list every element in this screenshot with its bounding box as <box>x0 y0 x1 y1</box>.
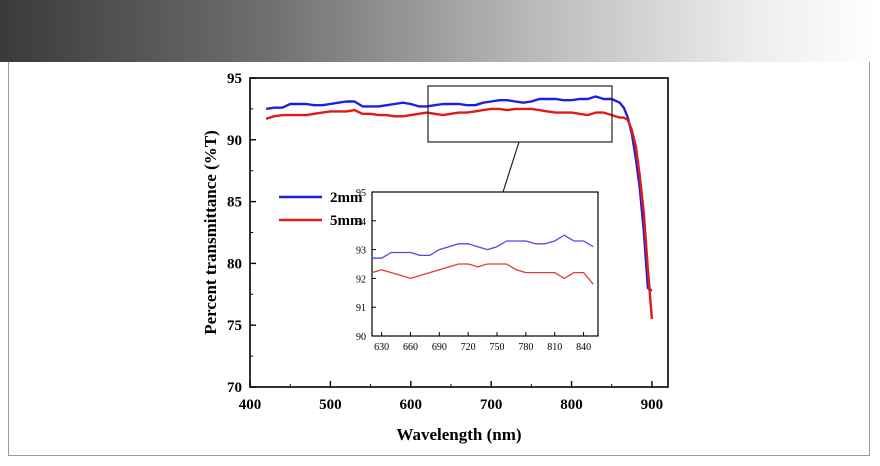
x-axis-label: Wavelength (nm) <box>396 425 521 444</box>
header-banner <box>0 0 880 62</box>
inset-x-tick-label: 810 <box>547 342 562 353</box>
inset-x-tick-label: 780 <box>518 342 533 353</box>
inset-x-tick-label: 630 <box>374 342 389 353</box>
zoom-connector-line <box>502 141 520 193</box>
x-tick-label: 600 <box>400 397 423 413</box>
y-tick-label: 85 <box>227 195 242 211</box>
legend-label-2mm: 2mm <box>330 190 363 206</box>
y-tick-label: 75 <box>227 318 242 334</box>
inset-y-tick-label: 95 <box>356 188 366 199</box>
inset-y-tick-label: 93 <box>356 246 366 257</box>
inset-plot-border <box>371 191 599 337</box>
inset-x-tick-label: 750 <box>490 342 505 353</box>
x-tick-label: 500 <box>319 397 342 413</box>
inset-y-tick-label: 90 <box>356 332 366 343</box>
y-tick-label: 90 <box>227 133 242 149</box>
inset-y-tick-label: 91 <box>356 303 366 314</box>
zoom-region-box <box>427 85 613 143</box>
inset-x-tick-label: 660 <box>403 342 418 353</box>
y-tick-label: 70 <box>227 380 242 396</box>
inset-series-line-5mm <box>371 263 594 285</box>
legend-label-5mm: 5mm <box>330 213 363 229</box>
x-tick-label: 400 <box>239 397 262 413</box>
inset-x-tick-label: 720 <box>461 342 476 353</box>
inset-y-tick-label: 94 <box>356 217 366 228</box>
inset-y-tick-label: 92 <box>356 274 366 285</box>
inset-x-tick-label: 840 <box>576 342 591 353</box>
x-tick-label: 700 <box>480 397 503 413</box>
series-line-5mm <box>265 107 654 320</box>
inset-x-tick-label: 690 <box>432 342 447 353</box>
x-tick-label: 800 <box>560 397 583 413</box>
y-tick-label: 80 <box>227 256 242 272</box>
series-line-2mm <box>265 95 653 292</box>
x-tick-label: 900 <box>641 397 664 413</box>
y-axis-label: Percent transmittance (%T) <box>201 130 220 335</box>
inset-series-line-2mm <box>372 234 594 259</box>
y-tick-label: 95 <box>227 71 242 87</box>
